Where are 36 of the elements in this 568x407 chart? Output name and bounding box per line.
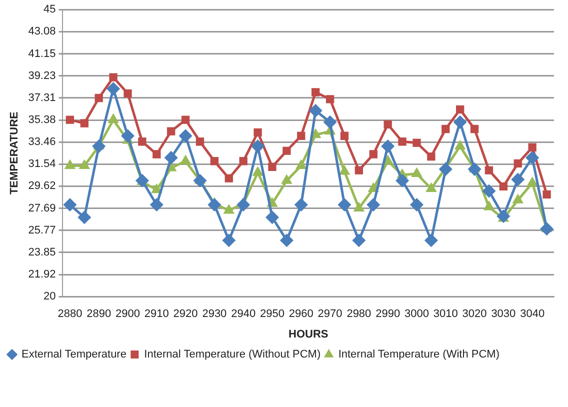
y-tick-label: 41.15 bbox=[28, 48, 56, 60]
x-tick-label: 2960 bbox=[288, 308, 314, 320]
x-tick-label: 3030 bbox=[491, 308, 516, 320]
y-tick-label: 25.77 bbox=[28, 224, 56, 236]
y-tick-label: 35.38 bbox=[28, 114, 56, 126]
x-tick-label: 3010 bbox=[433, 308, 458, 320]
y-tick-label: 23.85 bbox=[28, 246, 56, 258]
x-tick-label: 2980 bbox=[346, 308, 372, 320]
x-tick-label: 3040 bbox=[520, 308, 545, 320]
y-tick-label: 33.46 bbox=[28, 136, 56, 148]
y-tick-label: 21.92 bbox=[28, 268, 56, 281]
y-tick-label: 39.23 bbox=[28, 70, 56, 82]
x-tick-label: 3000 bbox=[404, 308, 429, 320]
y-tick-label: 37.31 bbox=[28, 92, 56, 104]
legend-label: Internal Temperature (With PCM) bbox=[338, 348, 500, 361]
x-tick-label: 2940 bbox=[231, 308, 256, 320]
x-tick-label: 2900 bbox=[116, 308, 140, 320]
x-tick-label: 2920 bbox=[173, 308, 198, 320]
y-tick-label: 31.54 bbox=[28, 158, 56, 170]
y-tick-label: 29.62 bbox=[28, 180, 56, 192]
x-axis-title: HOURS bbox=[288, 328, 328, 340]
x-tick-label: 2910 bbox=[144, 308, 169, 320]
legend-label: Internal Temperature (Without PCM) bbox=[144, 348, 321, 361]
x-tick-label: 2970 bbox=[318, 308, 342, 320]
y-tick-label: 43.08 bbox=[28, 26, 56, 38]
x-tick-label: 2930 bbox=[202, 308, 227, 320]
legend-label: External Temperature bbox=[22, 348, 126, 361]
y-axis-title: TEMPERATURE bbox=[8, 112, 21, 195]
y-tick-label: 45 bbox=[43, 4, 56, 16]
x-tick-label: 2990 bbox=[376, 308, 400, 320]
y-tick-label: 20 bbox=[43, 290, 56, 303]
x-tick-label: 2950 bbox=[260, 308, 284, 320]
y-tick-label: 27.69 bbox=[28, 202, 56, 214]
x-tick-label: 3020 bbox=[462, 308, 487, 320]
x-tick-label: 2890 bbox=[86, 308, 112, 320]
x-tick-label: 2880 bbox=[58, 308, 82, 320]
